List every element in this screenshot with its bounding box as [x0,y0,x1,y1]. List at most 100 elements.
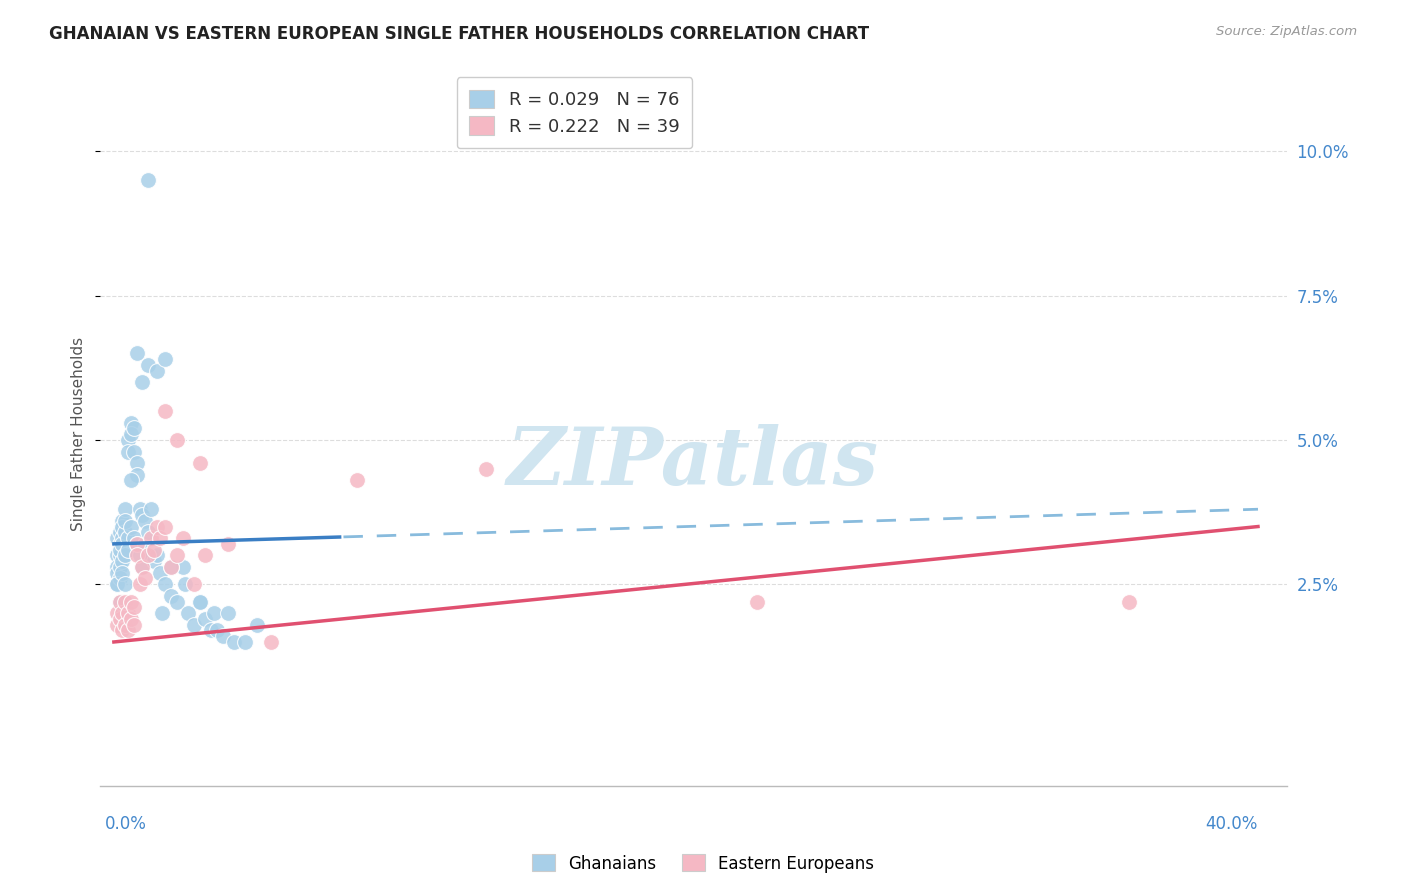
Point [128,502,150,516]
Point [346,474,368,488]
Point [120,519,142,533]
Point [134,514,156,528]
Point [122,444,145,458]
Point [125,346,148,360]
Point [131,560,153,574]
Point [122,531,145,545]
Point [108,560,131,574]
Point [105,566,128,580]
Point [172,560,194,574]
Point [108,612,131,626]
Point [134,537,156,551]
Point [114,502,136,516]
Point [131,376,153,390]
Point [155,519,177,533]
Point [125,537,148,551]
Point [149,531,172,545]
Point [125,537,148,551]
Point [177,606,200,620]
Point [111,537,134,551]
Point [202,606,225,620]
Point [155,577,177,591]
Point [117,606,139,620]
Point [174,577,197,591]
Point [160,589,183,603]
Point [260,635,283,649]
Point [122,617,145,632]
Point [120,474,142,488]
Point [160,560,183,574]
Point [108,542,131,557]
Point [105,577,128,591]
Point [117,624,139,638]
Point [111,514,134,528]
Point [474,462,496,476]
Point [111,531,134,545]
Point [111,566,134,580]
Point [114,514,136,528]
Point [142,554,165,568]
Point [155,352,177,367]
Point [108,594,131,608]
Point [108,537,131,551]
Point [111,624,134,638]
Text: 40.0%: 40.0% [1205,815,1258,833]
Point [188,594,211,608]
Point [136,549,159,563]
Y-axis label: Single Father Households: Single Father Households [72,337,86,532]
Point [142,542,165,557]
Point [125,456,148,470]
Point [152,606,174,620]
Point [211,629,233,643]
Point [160,560,183,574]
Point [111,554,134,568]
Point [108,525,131,540]
Point [128,549,150,563]
Point [136,525,159,540]
Point [125,549,148,563]
Point [105,617,128,632]
Text: ZIPatlas: ZIPatlas [508,424,879,501]
Point [111,606,134,620]
Point [111,519,134,533]
Point [120,427,142,442]
Point [125,467,148,482]
Point [117,444,139,458]
Point [217,537,239,551]
Point [166,433,188,447]
Point [166,549,188,563]
Point [139,531,162,545]
Point [217,606,239,620]
Point [235,635,257,649]
Point [108,594,131,608]
Point [105,606,128,620]
Legend: Ghanaians, Eastern Europeans: Ghanaians, Eastern Europeans [524,847,882,880]
Point [120,594,142,608]
Point [747,594,769,608]
Point [194,549,217,563]
Point [114,549,136,563]
Text: 0.0%: 0.0% [105,815,148,833]
Point [194,612,217,626]
Point [120,612,142,626]
Text: Source: ZipAtlas.com: Source: ZipAtlas.com [1216,25,1357,38]
Point [114,525,136,540]
Point [134,572,156,586]
Point [1118,594,1140,608]
Point [200,624,222,638]
Point [114,594,136,608]
Point [117,542,139,557]
Point [105,577,128,591]
Point [149,566,172,580]
Point [105,531,128,545]
Point [139,502,162,516]
Point [128,577,150,591]
Point [222,635,245,649]
Point [136,358,159,372]
Point [146,519,169,533]
Point [120,416,142,430]
Text: GHANAIAN VS EASTERN EUROPEAN SINGLE FATHER HOUSEHOLDS CORRELATION CHART: GHANAIAN VS EASTERN EUROPEAN SINGLE FATH… [49,25,869,43]
Point [105,560,128,574]
Point [108,572,131,586]
Point [183,617,205,632]
